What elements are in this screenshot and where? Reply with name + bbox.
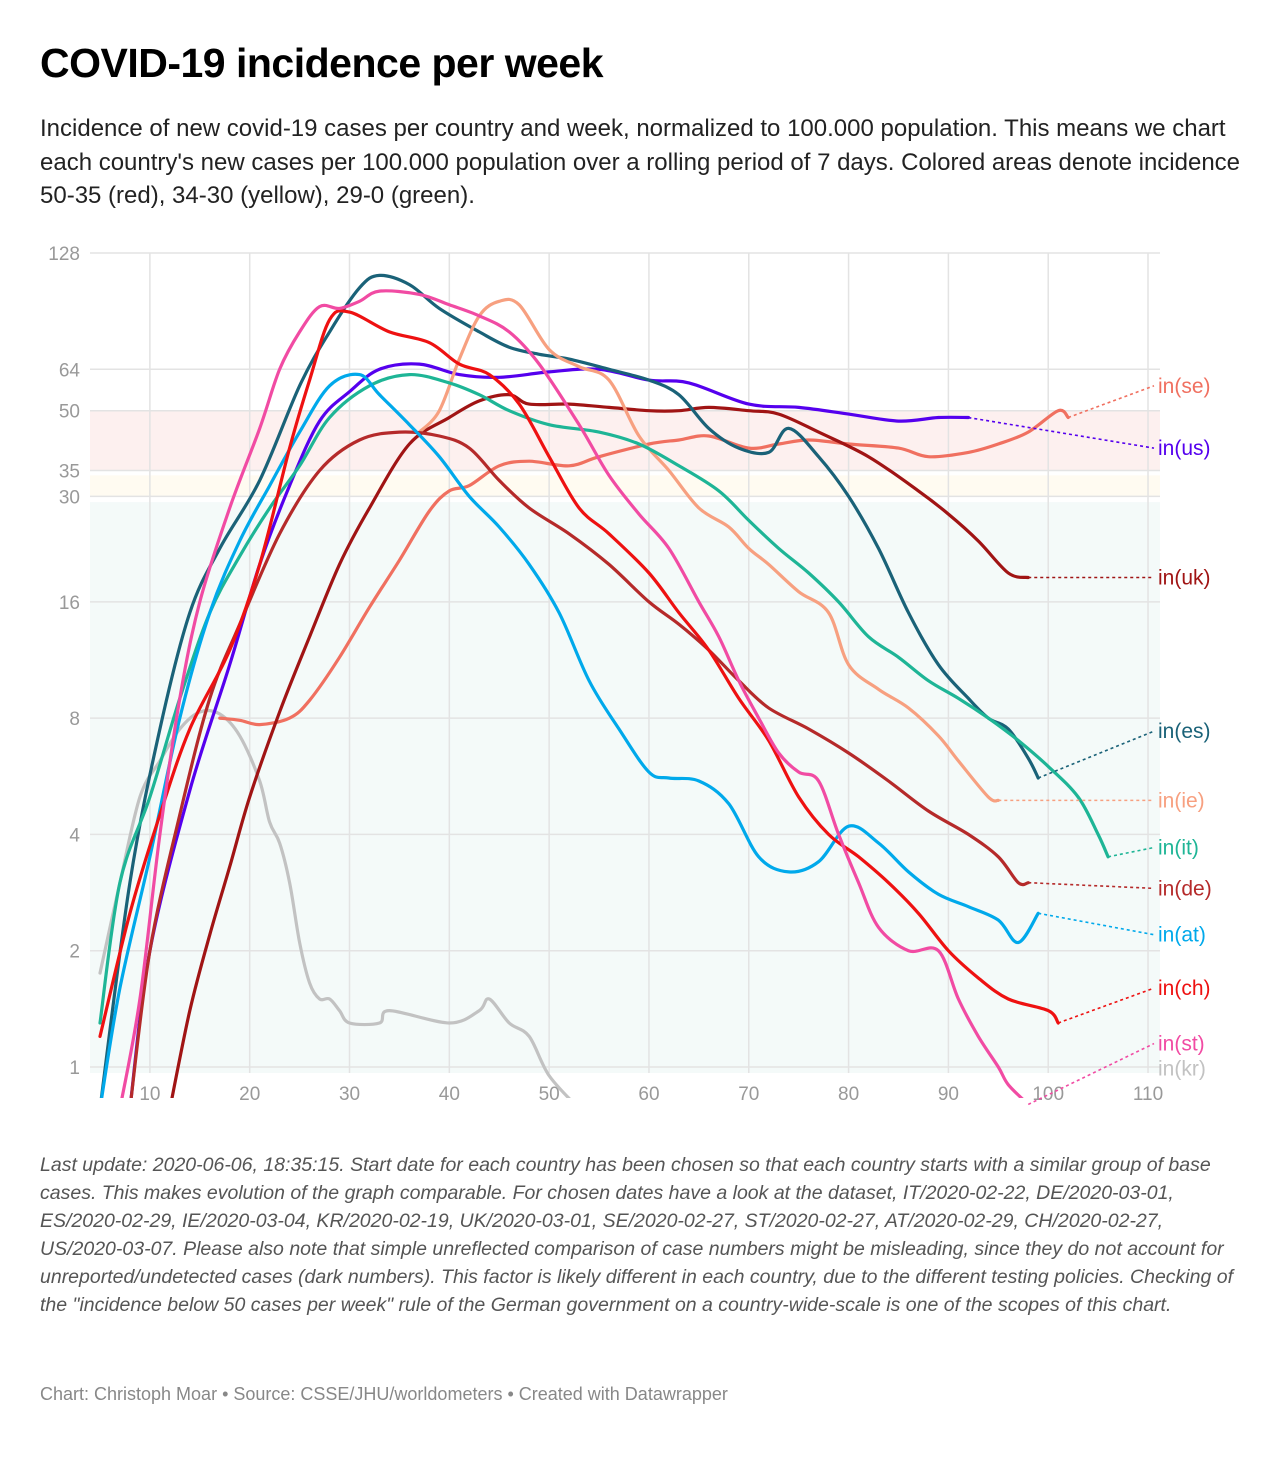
y-tick-label: 30 (59, 487, 80, 508)
y-tick-label: 16 (59, 593, 80, 614)
series-label-inkr: in(kr) (1158, 1058, 1206, 1081)
y-tick-label: 8 (69, 709, 80, 730)
y-tick-label: 64 (59, 360, 81, 381)
series-label-inie: in(ie) (1158, 789, 1205, 812)
leader-line-inst (1027, 1042, 1155, 1106)
series-line-init (98, 372, 1110, 1025)
band-0 (90, 410, 1160, 471)
leader-line-inde (1028, 881, 1155, 890)
leader-line-init (1107, 846, 1155, 858)
band-2 (90, 502, 1160, 1074)
series-label-inuk: in(uk) (1158, 567, 1211, 590)
series-label-inus: in(us) (1158, 437, 1211, 460)
incidence-bands (90, 410, 1160, 1074)
x-tick-label: 90 (938, 1084, 959, 1105)
x-tick-label: 10 (139, 1084, 160, 1105)
series-label-inse: in(se) (1158, 375, 1211, 398)
series-lines (98, 273, 1110, 1098)
series-label-ines: in(es) (1158, 720, 1211, 743)
x-tick-label: 100 (1032, 1084, 1064, 1105)
x-tick-label: 110 (1133, 1084, 1163, 1105)
series-label-inst: in(st) (1158, 1033, 1205, 1056)
series-line-inst (120, 289, 1024, 1098)
chart-title: COVID-19 incidence per week (40, 40, 604, 86)
x-tick-label: 80 (838, 1084, 859, 1105)
y-tick-label: 50 (59, 402, 80, 423)
y-tick-label: 35 (59, 462, 80, 483)
series-line-inuk (170, 393, 1030, 1098)
x-tick-label: 30 (339, 1084, 360, 1105)
x-tick-label: 40 (439, 1084, 460, 1105)
y-tick-label: 4 (69, 825, 80, 846)
x-tick-label: 20 (239, 1084, 260, 1105)
series-line-inus (129, 362, 970, 1098)
leader-line-inus (968, 416, 1155, 449)
line-chart: 1 2 4 8 16 30 35 50 64 128 10 20 30 40 50 60 70 80 90 100 11… (48, 244, 1212, 1106)
series-label-init: in(it) (1158, 837, 1199, 860)
x-tick-label: 60 (638, 1084, 659, 1105)
band-1 (90, 475, 1160, 497)
leader-line-inch (1057, 987, 1155, 1024)
series-line-inat (100, 372, 1040, 1098)
leader-line-inat (1038, 912, 1155, 936)
x-tick-label: 50 (539, 1084, 560, 1105)
y-tick-label: 2 (69, 942, 80, 963)
chart-byline: Chart: Christoph Moar • Source: CSSE/JHU… (40, 1384, 728, 1404)
leader-line-ines (1037, 730, 1155, 779)
x-tick-label: 70 (738, 1084, 759, 1105)
chart-subtitle: Incidence of new covid-19 cases per coun… (40, 115, 1241, 209)
series-line-inkr (98, 708, 571, 1098)
axis-ticks: 1 2 4 8 16 30 35 50 64 128 10 20 30 40 50 60 70 80 90 100 11… (48, 244, 1163, 1105)
series-labels: in(se) in(us) in(uk) in(es) in(ie) in(it) in(d… (968, 375, 1212, 1106)
y-tick-label: 1 (69, 1058, 80, 1079)
series-line-ines (99, 273, 1040, 1098)
series-label-inat: in(at) (1158, 924, 1206, 947)
series-label-inde: in(de) (1158, 877, 1212, 900)
series-line-inie (417, 297, 1000, 803)
y-tick-label: 128 (48, 244, 80, 265)
series-line-inch (98, 309, 1060, 1038)
series-label-inch: in(ch) (1158, 977, 1211, 1000)
chart-notes: Last update: 2020-06-06, 18:35:15. Start… (40, 1154, 1234, 1316)
